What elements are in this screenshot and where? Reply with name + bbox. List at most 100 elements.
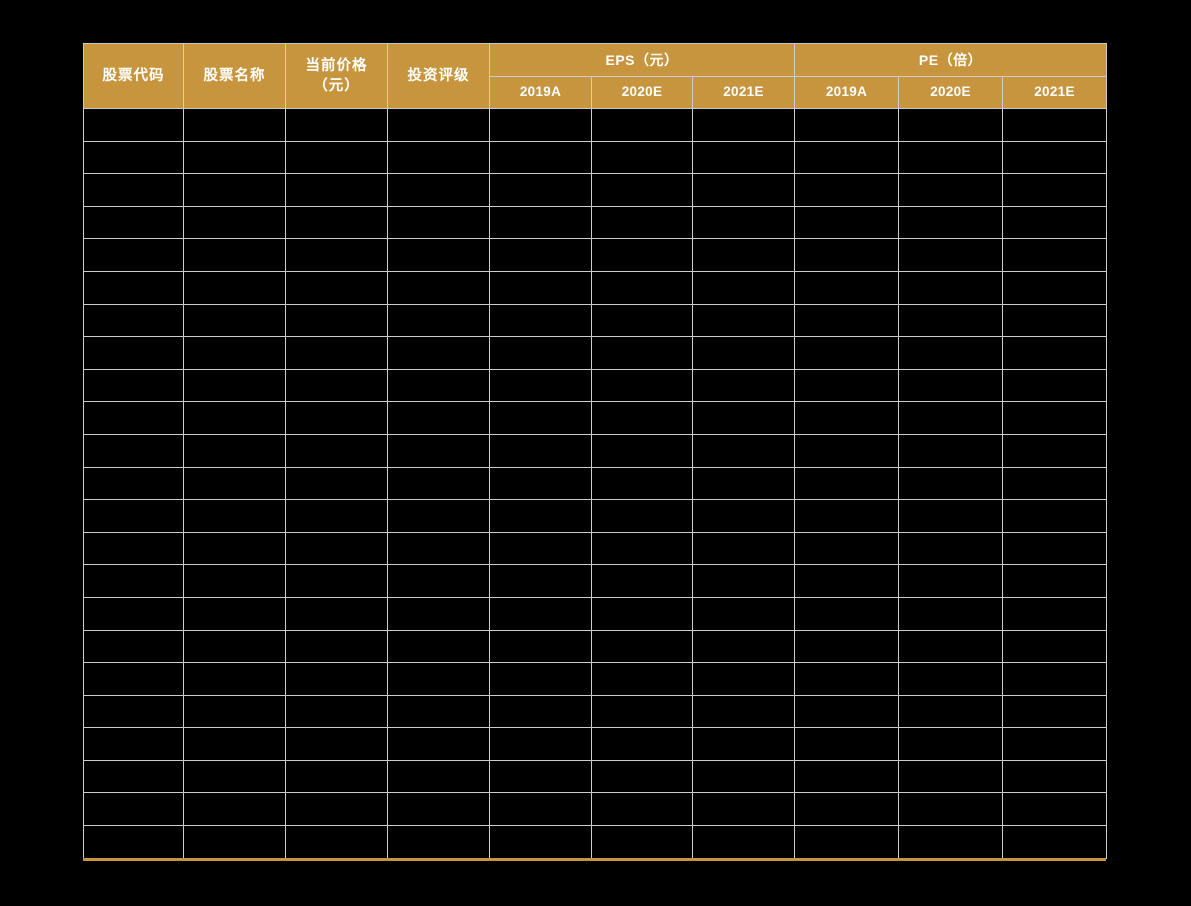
table-cell[interactable] bbox=[692, 173, 795, 207]
table-cell[interactable] bbox=[183, 759, 286, 794]
table-cell[interactable] bbox=[83, 401, 184, 435]
table-cell[interactable] bbox=[489, 727, 592, 761]
table-cell[interactable] bbox=[183, 531, 286, 566]
table-cell[interactable] bbox=[285, 825, 388, 859]
table-cell[interactable] bbox=[898, 564, 1003, 598]
table-cell[interactable] bbox=[83, 662, 184, 696]
table-cell[interactable] bbox=[898, 368, 1003, 403]
table-cell[interactable] bbox=[591, 270, 693, 305]
table-cell[interactable] bbox=[489, 173, 592, 207]
table-cell[interactable] bbox=[692, 596, 795, 631]
table-cell[interactable] bbox=[898, 205, 1003, 240]
table-cell[interactable] bbox=[692, 140, 795, 175]
table-cell[interactable] bbox=[692, 629, 795, 664]
table-cell[interactable] bbox=[285, 401, 388, 435]
table-cell[interactable] bbox=[183, 466, 286, 501]
table-cell[interactable] bbox=[83, 433, 184, 468]
table-cell[interactable] bbox=[794, 140, 899, 175]
table-cell[interactable] bbox=[1001, 694, 1108, 729]
table-cell[interactable] bbox=[1001, 173, 1108, 207]
table-cell[interactable] bbox=[898, 499, 1003, 533]
table-cell[interactable] bbox=[794, 629, 899, 664]
table-cell[interactable] bbox=[183, 727, 286, 761]
table-cell[interactable] bbox=[387, 140, 490, 175]
table-cell[interactable] bbox=[285, 466, 388, 501]
table-cell[interactable] bbox=[794, 694, 899, 729]
table-row[interactable] bbox=[83, 238, 1108, 272]
table-cell[interactable] bbox=[898, 662, 1003, 696]
table-cell[interactable] bbox=[285, 629, 388, 664]
table-cell[interactable] bbox=[591, 564, 693, 598]
table-cell[interactable] bbox=[1001, 205, 1108, 240]
table-cell[interactable] bbox=[692, 759, 795, 794]
table-cell[interactable] bbox=[794, 792, 899, 827]
table-cell[interactable] bbox=[591, 629, 693, 664]
table-cell[interactable] bbox=[898, 792, 1003, 827]
table-cell[interactable] bbox=[183, 662, 286, 696]
table-cell[interactable] bbox=[898, 825, 1003, 859]
table-cell[interactable] bbox=[692, 433, 795, 468]
table-cell[interactable] bbox=[591, 108, 693, 142]
table-cell[interactable] bbox=[83, 270, 184, 305]
table-cell[interactable] bbox=[794, 238, 899, 272]
table-row[interactable] bbox=[83, 792, 1108, 827]
table-cell[interactable] bbox=[794, 205, 899, 240]
table-cell[interactable] bbox=[692, 694, 795, 729]
table-cell[interactable] bbox=[692, 466, 795, 501]
table-cell[interactable] bbox=[183, 336, 286, 370]
table-row[interactable] bbox=[83, 173, 1108, 207]
table-cell[interactable] bbox=[591, 205, 693, 240]
table-cell[interactable] bbox=[387, 727, 490, 761]
table-cell[interactable] bbox=[387, 564, 490, 598]
table-row[interactable] bbox=[83, 140, 1108, 175]
table-cell[interactable] bbox=[285, 270, 388, 305]
table-cell[interactable] bbox=[285, 205, 388, 240]
table-cell[interactable] bbox=[692, 564, 795, 598]
table-cell[interactable] bbox=[1001, 759, 1108, 794]
table-cell[interactable] bbox=[898, 433, 1003, 468]
table-cell[interactable] bbox=[83, 303, 184, 338]
table-cell[interactable] bbox=[387, 662, 490, 696]
table-cell[interactable] bbox=[183, 401, 286, 435]
table-cell[interactable] bbox=[898, 303, 1003, 338]
table-cell[interactable] bbox=[489, 531, 592, 566]
table-row[interactable] bbox=[83, 108, 1108, 142]
table-cell[interactable] bbox=[285, 759, 388, 794]
table-cell[interactable] bbox=[1001, 401, 1108, 435]
table-cell[interactable] bbox=[591, 173, 693, 207]
table-cell[interactable] bbox=[591, 531, 693, 566]
table-cell[interactable] bbox=[285, 727, 388, 761]
table-cell[interactable] bbox=[794, 531, 899, 566]
table-cell[interactable] bbox=[692, 368, 795, 403]
table-cell[interactable] bbox=[183, 825, 286, 859]
table-cell[interactable] bbox=[183, 629, 286, 664]
table-cell[interactable] bbox=[83, 727, 184, 761]
table-cell[interactable] bbox=[591, 433, 693, 468]
table-cell[interactable] bbox=[489, 466, 592, 501]
table-cell[interactable] bbox=[898, 531, 1003, 566]
table-cell[interactable] bbox=[794, 303, 899, 338]
table-cell[interactable] bbox=[1001, 531, 1108, 566]
table-cell[interactable] bbox=[489, 499, 592, 533]
table-cell[interactable] bbox=[83, 368, 184, 403]
table-cell[interactable] bbox=[1001, 466, 1108, 501]
table-cell[interactable] bbox=[794, 596, 899, 631]
table-cell[interactable] bbox=[489, 662, 592, 696]
table-cell[interactable] bbox=[83, 336, 184, 370]
table-cell[interactable] bbox=[387, 270, 490, 305]
table-cell[interactable] bbox=[692, 727, 795, 761]
table-row[interactable] bbox=[83, 825, 1108, 859]
table-cell[interactable] bbox=[183, 433, 286, 468]
table-cell[interactable] bbox=[489, 205, 592, 240]
table-cell[interactable] bbox=[387, 401, 490, 435]
table-cell[interactable] bbox=[183, 173, 286, 207]
table-cell[interactable] bbox=[692, 401, 795, 435]
table-cell[interactable] bbox=[794, 727, 899, 761]
table-cell[interactable] bbox=[387, 336, 490, 370]
table-cell[interactable] bbox=[794, 564, 899, 598]
table-row[interactable] bbox=[83, 401, 1108, 435]
table-cell[interactable] bbox=[794, 662, 899, 696]
table-cell[interactable] bbox=[489, 140, 592, 175]
table-cell[interactable] bbox=[1001, 629, 1108, 664]
table-cell[interactable] bbox=[83, 629, 184, 664]
